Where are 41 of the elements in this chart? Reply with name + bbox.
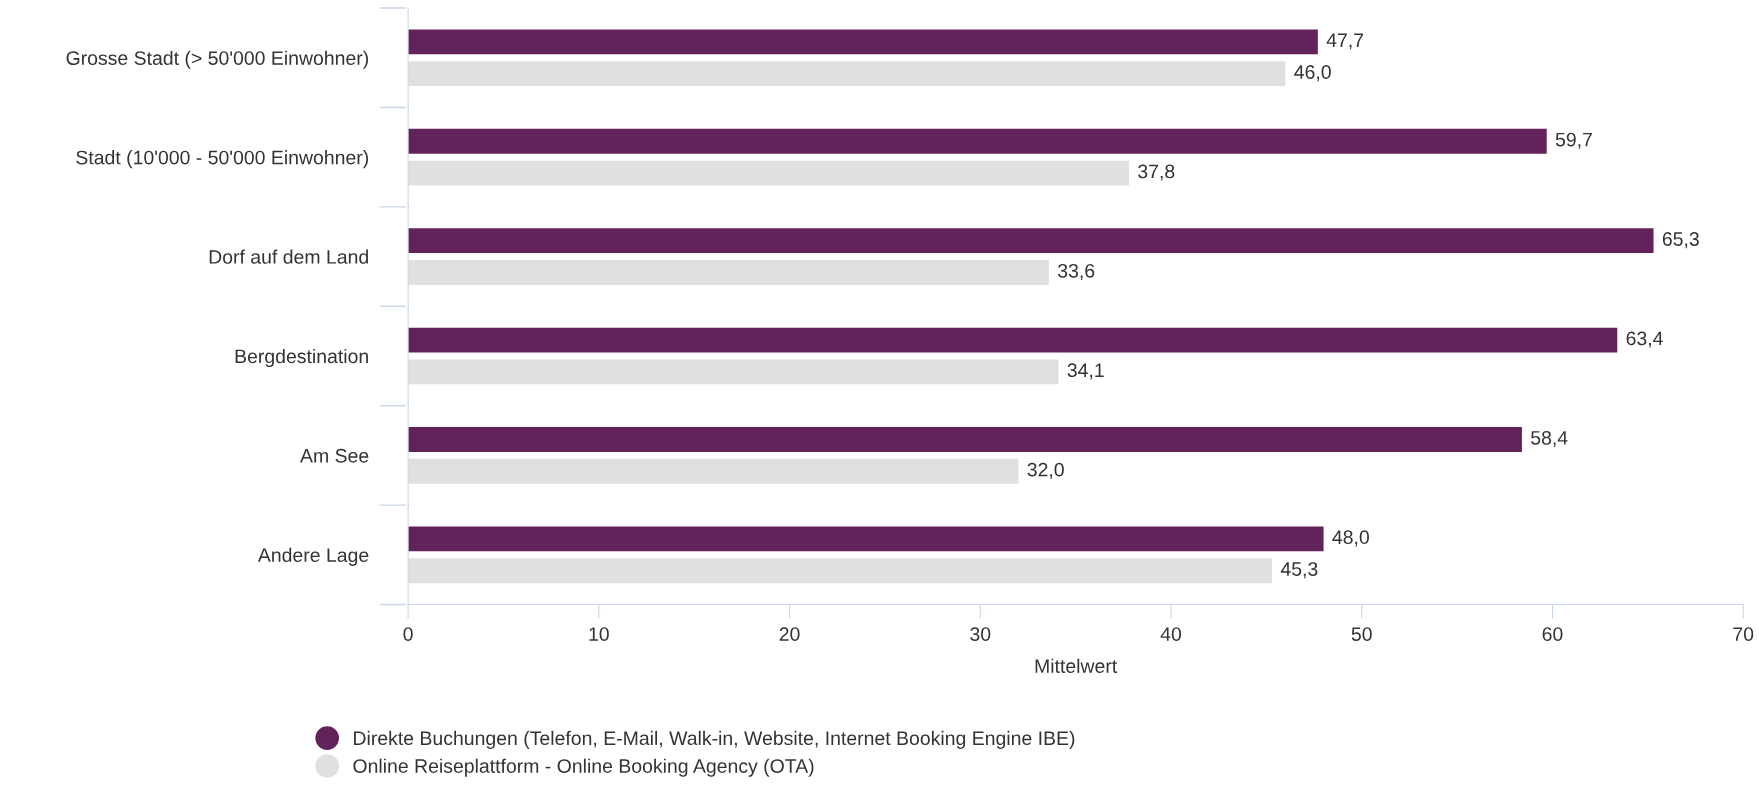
bar <box>408 160 1130 186</box>
bar <box>408 128 1547 154</box>
data-label: 63,4 <box>1626 331 1663 348</box>
data-label: 59,7 <box>1555 132 1592 149</box>
x-tick-label: 20 <box>779 627 800 641</box>
legend-label: Online Reiseplattform - Online Booking Agency (OTA) <box>353 758 814 777</box>
bar <box>408 29 1318 55</box>
bar <box>408 359 1059 385</box>
y-tick-label: Bergdestination <box>235 348 368 368</box>
legend-label: Direkte Buchungen (Telefon, E-Mail, Walk-in, Website, Internet Booking Engine IBE) <box>354 730 1075 749</box>
y-tick-label: Grosse Stadt (> 50'000 Einwohner) <box>66 50 369 69</box>
bar <box>408 427 1522 452</box>
data-label: 34,1 <box>1067 363 1104 380</box>
x-tick-label: 10 <box>589 627 609 641</box>
x-tick-label: 30 <box>970 627 991 641</box>
x-tick-label: 50 <box>1351 627 1372 641</box>
data-label: 48,0 <box>1332 530 1369 547</box>
y-tick-label: Dorf auf dem Land <box>209 249 368 264</box>
bar <box>408 526 1324 552</box>
x-tick-label: 40 <box>1160 627 1182 641</box>
data-label: 46,0 <box>1294 65 1331 82</box>
bar <box>408 558 1273 584</box>
y-tick-label: Andere Lage <box>257 547 369 566</box>
bar <box>408 458 1019 484</box>
bar <box>408 228 1654 254</box>
data-label: 37,8 <box>1138 164 1175 181</box>
bar <box>408 260 1049 285</box>
y-tick-label: Am See <box>300 448 369 463</box>
x-axis-title: Mittelwert <box>1035 658 1118 674</box>
data-label: 45,3 <box>1280 562 1318 579</box>
bar <box>408 61 1286 87</box>
data-label: 32,0 <box>1027 462 1064 479</box>
y-tick-label: Stadt (10'000 - 50'000 Einwohner) <box>76 150 369 169</box>
x-tick-label: 0 <box>403 627 413 641</box>
data-label: 58,4 <box>1531 430 1568 447</box>
data-label: 33,6 <box>1058 263 1095 280</box>
x-tick-label: 70 <box>1733 627 1754 641</box>
data-label: 65,3 <box>1662 232 1699 249</box>
data-label: 47,7 <box>1326 33 1364 50</box>
bar <box>408 327 1618 353</box>
x-tick-label: 60 <box>1542 627 1563 641</box>
